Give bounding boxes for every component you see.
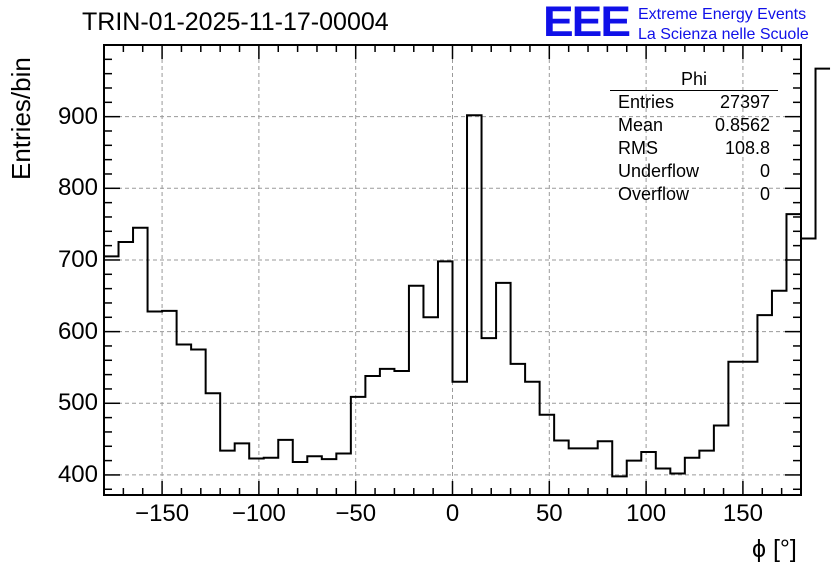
histogram-bin [714, 425, 729, 495]
stats-label: RMS [618, 138, 658, 158]
histogram-bin [148, 312, 163, 495]
y-tick-label: 900 [57, 102, 98, 130]
x-axis-label: ϕ [°] [752, 535, 797, 563]
histogram-bin [757, 315, 772, 495]
stats-row: Overflow 0 [610, 183, 778, 206]
y-axis-label: Entries/bin [6, 57, 36, 180]
histogram-bin [438, 261, 453, 495]
histogram-bin [685, 458, 700, 495]
histogram-bin [249, 458, 264, 495]
stats-value: 0.8562 [714, 115, 770, 135]
histogram-bin [583, 448, 598, 495]
histogram-bin [656, 468, 671, 495]
histogram-bin [801, 238, 816, 495]
histogram-bin [365, 376, 380, 495]
eee-logo: EEE [543, 0, 631, 46]
histogram-bin [627, 461, 642, 495]
histogram-bin [641, 452, 656, 495]
y-tick-label: 700 [57, 245, 98, 273]
histogram-bin [307, 456, 322, 495]
histogram-bin [728, 362, 743, 495]
histogram-bin [554, 441, 569, 495]
histogram-bin [264, 458, 279, 495]
histogram-bin [162, 311, 177, 495]
histogram-bin [511, 364, 526, 495]
stats-label: Overflow [618, 184, 690, 204]
histogram-bin [278, 440, 293, 495]
histogram-bin [772, 291, 787, 495]
y-tick-label: 600 [57, 317, 98, 345]
histogram-bin [380, 369, 395, 495]
histogram-bin [177, 345, 192, 495]
x-tick-label: 100 [626, 500, 667, 527]
histogram-bin [293, 462, 308, 495]
histogram-bin [786, 214, 801, 495]
stats-box: Phi Entries 27397 Mean 0.8562 RMS 108.8 … [610, 68, 778, 206]
stats-value: 0 [759, 161, 770, 181]
x-tick-label: 50 [535, 500, 563, 527]
x-tick-label: 0 [445, 500, 460, 527]
x-tick-label: −50 [335, 500, 377, 527]
histogram-bin [496, 283, 511, 495]
histogram-bin [467, 115, 482, 495]
histogram-bin [816, 69, 831, 495]
stats-row: Mean 0.8562 [610, 114, 778, 137]
histogram-bin [104, 256, 119, 495]
stats-row: RMS 108.8 [610, 137, 778, 160]
stats-value: 0 [759, 184, 770, 204]
histogram-bin [743, 362, 758, 495]
histogram-bin [119, 242, 134, 495]
histogram-bin [394, 371, 409, 495]
histogram-bin [612, 476, 627, 495]
histogram-bin [206, 393, 221, 495]
stats-label: Entries [618, 92, 675, 112]
y-tick-label: 400 [57, 460, 98, 488]
stats-value: 108.8 [724, 138, 770, 158]
histogram-bin [670, 474, 685, 495]
chart-title: TRIN-01-2025-11-17-00004 [82, 8, 389, 36]
histogram-bin [598, 441, 613, 495]
histogram-bin [322, 459, 337, 495]
histogram-bin [191, 350, 206, 495]
stats-row: Entries 27397 [610, 91, 778, 114]
histogram-bin [133, 228, 148, 495]
stats-value: 27397 [719, 92, 770, 112]
histogram-bin [409, 286, 424, 495]
histogram-bin [482, 338, 497, 495]
y-tick-label: 500 [57, 389, 98, 417]
histogram-bin [569, 448, 584, 495]
histogram-bin [525, 382, 540, 495]
stats-title: Phi [610, 68, 778, 91]
histogram-bin [540, 415, 555, 495]
histogram-bin [423, 317, 438, 495]
x-tick-label: −100 [231, 500, 286, 527]
histogram-bin [220, 451, 235, 495]
histogram-bin [453, 382, 468, 495]
histogram-bin [351, 397, 366, 495]
stats-label: Underflow [618, 161, 700, 181]
logo-line-1: Extreme Energy Events [638, 6, 807, 23]
x-tick-label: −150 [135, 500, 190, 527]
logo-line-2: La Scienza nelle Scuole [638, 26, 809, 43]
histogram-line [104, 67, 831, 478]
y-tick-label: 800 [57, 174, 98, 202]
histogram-bin [699, 451, 714, 495]
histogram-bin [235, 443, 250, 495]
histogram-bin [336, 453, 351, 495]
x-tick-label: 150 [722, 500, 763, 527]
stats-label: Mean [618, 115, 664, 135]
stats-row: Underflow 0 [610, 160, 778, 183]
